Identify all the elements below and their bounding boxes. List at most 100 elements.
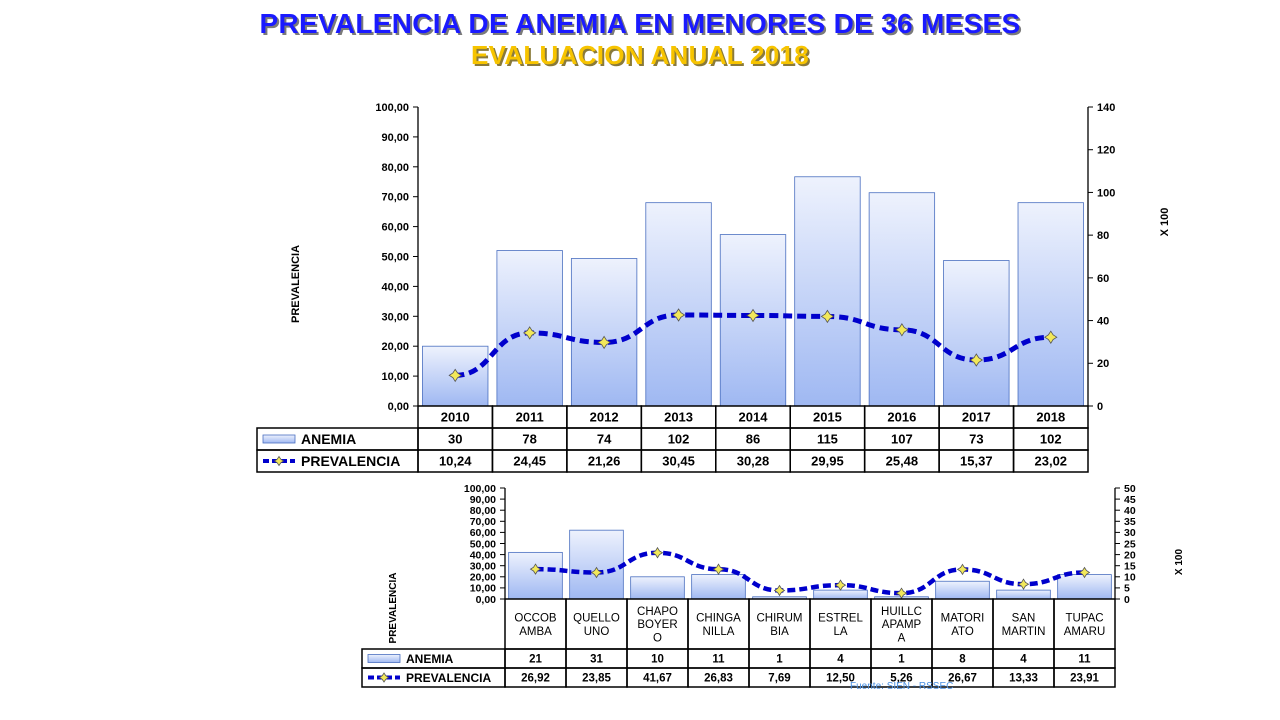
chart2-anemia-bar [630,576,685,600]
chart1-prevalencia-point [522,326,537,340]
chart1-y-tick-label: 80,00 [381,162,409,174]
chart2-y-tick-label: 0,00 [476,594,497,606]
chart2-anemia-bar [813,589,868,600]
chart2-prevalencia-point [1078,566,1091,579]
chart2-y-tick-label: 10,00 [470,583,496,595]
chart1-category-label: 2014 [739,410,769,425]
chart1-anemia-bar [943,260,1010,407]
chart2-y-tick-label: 100,00 [464,483,496,495]
chart2-prevalencia-point [712,563,725,575]
chart1-y2-tick-label: 100 [1097,187,1115,199]
chart1-category-label: 2012 [590,410,619,425]
chart2-table-value: 4 [1020,654,1027,666]
chart2-category-label: QUELLO [573,613,620,625]
chart1-category-label: 2016 [887,410,916,425]
chart2-anemia-bar [691,574,746,600]
chart1-y2-tick-label: 20 [1097,358,1109,370]
chart1-prevalencia-legend-marker [273,455,285,467]
chart1-prevalencia-point [671,308,686,322]
chart2-category-label: SAN [1012,613,1036,625]
chart1-y-tick-label: 70,00 [381,192,409,204]
chart1-y2-tick-label: 80 [1097,230,1109,242]
chart1-prevalencia-line [455,312,1051,378]
chart1-table-value: 24,45 [513,454,546,469]
chart2-category-label: ESTREL [818,613,863,625]
chart1-table-value: 78 [522,432,536,447]
chart1-y2-axis-title: X 100 [1159,208,1171,237]
chart2-category-label: BIA [770,626,789,638]
chart2-anemia-bar [569,529,624,600]
chart2-category-label: APAMP [882,619,922,631]
chart1-table-value: 73 [969,432,983,447]
chart2-category-label: OCCOB [514,613,557,625]
chart1-y2-tick-label: 140 [1097,102,1115,114]
chart2-y-tick-label: 20,00 [470,572,496,584]
chart2-table-value: 31 [590,654,603,666]
chart2-category-label: MATORI [941,613,985,625]
chart1-prevalencia-point [820,309,835,324]
chart2-y2-tick-label: 15 [1124,560,1136,572]
chart2-y-tick-label: 60,00 [470,527,496,539]
chart2-y-tick-label: 70,00 [470,516,496,528]
chart1-anemia-bar [570,258,638,407]
chart2-anemia-bar [996,589,1051,600]
chart1-table-value: 102 [1040,432,1062,447]
chart2-table-value: 11 [1078,654,1091,666]
chart1-category-label: 2010 [441,410,470,425]
chart1-y-tick-label: 0,00 [388,401,409,413]
chart1-prevalencia-point [448,368,462,383]
chart-subtitle: EVALUACION ANUAL 2018 [470,40,810,70]
chart1-prevalencia-point [1044,330,1058,344]
chart2-y2-tick-label: 40 [1124,505,1136,517]
chart1-anemia-bar [868,192,936,407]
chart1-prevalencia-point [895,323,909,337]
chart1-category-label: 2013 [664,410,693,425]
chart2-y-axis-title: PREVALENCIA [388,573,399,644]
chart1-table-value: 30 [448,432,462,447]
chart2-y2-tick-label: 35 [1124,516,1136,528]
chart2-category-label: TUPAC [1065,613,1103,625]
chart1-table-value: 86 [746,432,760,447]
chart1-y-tick-label: 30,00 [381,311,409,323]
chart1-table-value: 107 [891,432,913,447]
chart2-prevalencia-point [773,584,786,597]
chart2-table-value: 1 [776,654,783,666]
chart1-y-tick-label: 50,00 [381,251,409,263]
chart2-table-value: 23,85 [582,673,611,685]
chart1-y2-tick-label: 40 [1097,316,1109,328]
chart2-y2-tick-label: 20 [1124,549,1136,561]
chart1-legend-label: ANEMIA [301,431,356,447]
chart2-table-value: 13,33 [1009,673,1038,685]
chart1-y2-tick-label: 0 [1097,401,1103,413]
chart1-table-value: 15,37 [960,454,993,469]
chart1-table-cell [1012,449,1089,473]
chart2-prevalencia-legend-marker [378,672,390,683]
chart1-anemia-bar [1017,202,1084,407]
chart1-category-label: 2011 [516,410,544,425]
chart2-prevalencia-line [535,550,1085,596]
chart2-table-value: 7,69 [768,673,790,685]
chart2-table-value: 26,92 [521,673,550,685]
chart2-y2-tick-label: 25 [1124,538,1136,550]
chart1-prevalencia-point [597,335,611,350]
chart1-y-tick-label: 60,00 [381,222,409,234]
chart1-anemia-bar [794,176,861,407]
chart2-legend-label: ANEMIA [406,652,454,666]
chart2-y2-tick-label: 0 [1124,594,1130,606]
chart1-category-label: 2015 [813,410,842,425]
chart1-category-label: 2017 [962,410,991,425]
chart2-y2-axis-title: X 100 [1174,548,1185,575]
chart2-y-tick-label: 40,00 [470,549,496,561]
chart2-table-value: 5,26 [890,673,912,685]
chart2-y-tick-label: 90,00 [470,494,496,506]
chart2-anemia-bar [935,580,990,600]
chart2-y2-tick-label: 30 [1124,527,1136,539]
chart1-legend-label: PREVALENCIA [301,453,400,469]
chart2-y2-tick-label: 45 [1124,494,1136,506]
chart1-y-tick-label: 90,00 [381,132,409,144]
chart2-table-value: 11 [712,654,725,666]
chart2-category-label: HUILLC [881,606,922,618]
chart1-y-tick-label: 20,00 [381,341,409,353]
chart2-table-value: 26,67 [948,673,977,685]
chart2-y-tick-label: 80,00 [470,505,496,517]
